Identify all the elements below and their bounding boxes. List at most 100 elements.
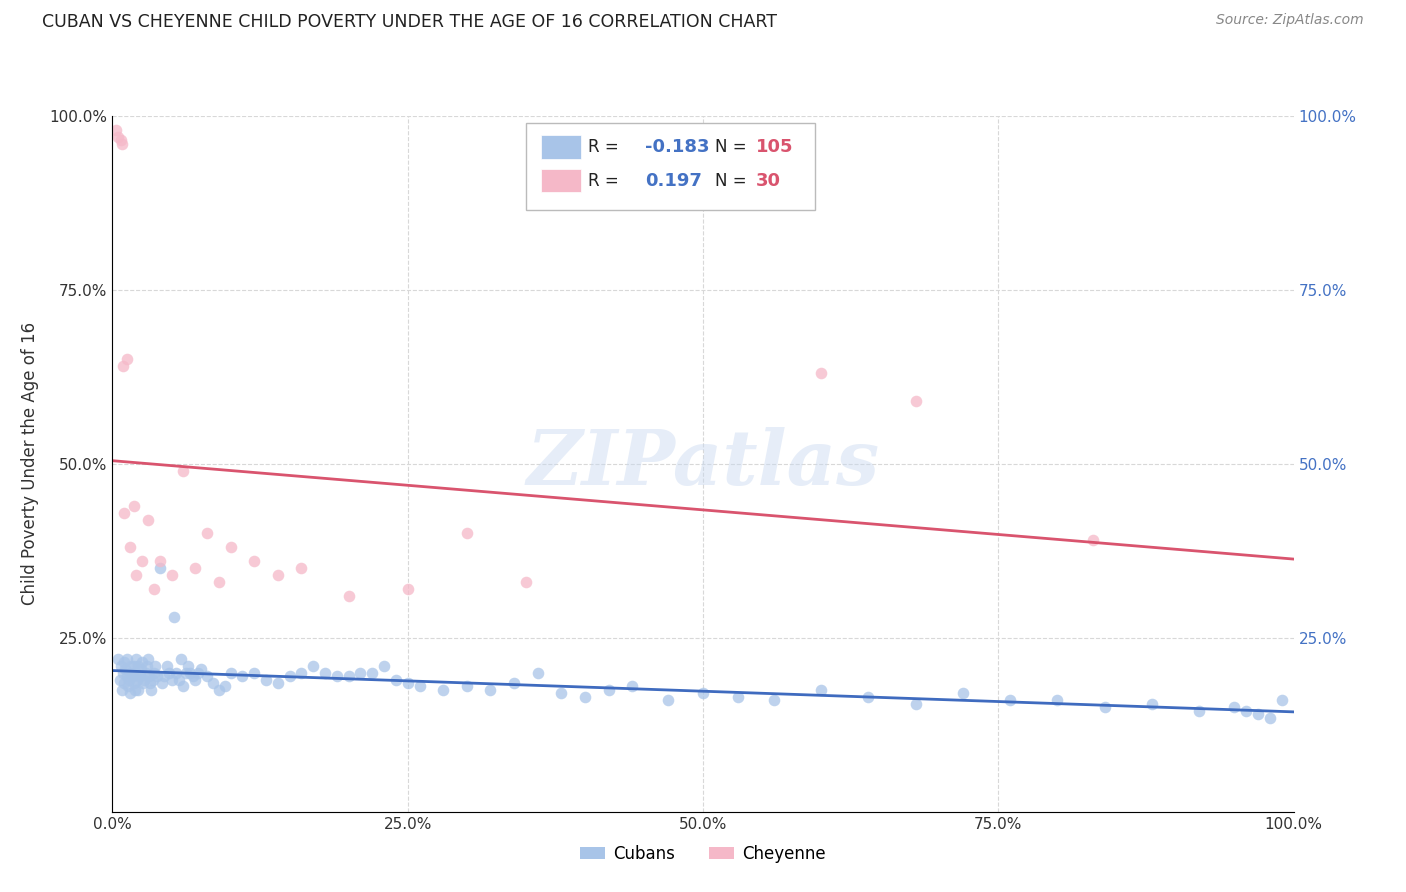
Point xyxy=(1140,697,1163,711)
Point xyxy=(111,136,134,151)
Point xyxy=(231,669,253,683)
Point xyxy=(142,673,165,687)
Point xyxy=(208,575,231,590)
Point xyxy=(219,541,242,555)
Point xyxy=(184,673,207,687)
Point xyxy=(125,568,148,582)
Point xyxy=(142,665,165,680)
Point xyxy=(149,554,172,568)
Point xyxy=(998,693,1021,707)
Point xyxy=(127,658,149,673)
Point xyxy=(107,129,129,144)
Point xyxy=(201,676,224,690)
Point xyxy=(184,561,207,575)
Point xyxy=(112,655,135,669)
Point xyxy=(349,665,371,680)
Point xyxy=(125,665,148,680)
Point xyxy=(621,680,644,694)
Point xyxy=(1223,700,1246,714)
Point xyxy=(692,686,714,700)
Point xyxy=(115,651,138,665)
Point xyxy=(762,693,785,707)
Point xyxy=(503,676,526,690)
Point xyxy=(117,680,139,694)
Point xyxy=(337,669,360,683)
Point xyxy=(120,686,142,700)
Point xyxy=(160,568,183,582)
Point xyxy=(456,526,478,541)
Point xyxy=(138,669,160,683)
Point xyxy=(243,554,266,568)
Point xyxy=(290,665,312,680)
Point xyxy=(111,683,134,698)
Point xyxy=(432,683,454,698)
Point xyxy=(142,582,165,596)
Point xyxy=(136,512,159,526)
Point xyxy=(115,669,138,683)
Point xyxy=(112,676,135,690)
Point xyxy=(904,697,927,711)
Point xyxy=(479,683,502,698)
Point xyxy=(208,683,231,698)
Point xyxy=(1271,693,1294,707)
Legend: Cubans, Cheyenne: Cubans, Cheyenne xyxy=(574,838,832,870)
Point xyxy=(132,676,155,690)
Point xyxy=(361,665,384,680)
Point xyxy=(129,662,152,676)
Point xyxy=(657,693,679,707)
Point xyxy=(408,680,430,694)
Point xyxy=(128,669,150,683)
Point xyxy=(314,665,336,680)
Point xyxy=(267,568,290,582)
Point xyxy=(190,662,212,676)
Point xyxy=(526,665,548,680)
FancyBboxPatch shape xyxy=(541,169,581,193)
Point xyxy=(112,359,135,374)
Text: 0.197: 0.197 xyxy=(645,171,702,190)
Point xyxy=(219,665,242,680)
Point xyxy=(326,669,349,683)
Point xyxy=(385,673,408,687)
Point xyxy=(120,665,142,680)
Point xyxy=(146,669,169,683)
Text: 105: 105 xyxy=(756,138,793,156)
Point xyxy=(1188,704,1211,718)
Point xyxy=(396,676,419,690)
Point xyxy=(1247,707,1270,722)
Point xyxy=(157,665,180,680)
Point xyxy=(1081,533,1104,548)
Point xyxy=(574,690,596,704)
Point xyxy=(214,680,236,694)
Text: N =: N = xyxy=(714,138,747,156)
Point xyxy=(254,673,277,687)
Point xyxy=(131,655,153,669)
Point xyxy=(1234,704,1257,718)
Point xyxy=(858,690,880,704)
Point xyxy=(186,665,208,680)
Point xyxy=(122,499,145,513)
Point xyxy=(107,651,129,665)
Point xyxy=(135,665,157,680)
Point xyxy=(150,676,173,690)
Point xyxy=(172,680,194,694)
Point xyxy=(127,673,149,687)
Point xyxy=(131,554,153,568)
Point xyxy=(598,683,620,698)
Point xyxy=(195,669,218,683)
Point xyxy=(337,589,360,603)
Text: R =: R = xyxy=(589,138,619,156)
Point xyxy=(114,662,136,676)
Point xyxy=(290,561,312,575)
Point xyxy=(456,680,478,694)
Point xyxy=(121,669,143,683)
Point xyxy=(112,506,135,520)
Point xyxy=(1258,711,1281,725)
Point xyxy=(904,394,927,409)
Point xyxy=(110,133,132,147)
Text: 30: 30 xyxy=(756,171,782,190)
Point xyxy=(179,665,201,680)
Point xyxy=(550,686,572,700)
Point xyxy=(120,541,142,555)
Point xyxy=(195,526,218,541)
Point xyxy=(135,658,157,673)
